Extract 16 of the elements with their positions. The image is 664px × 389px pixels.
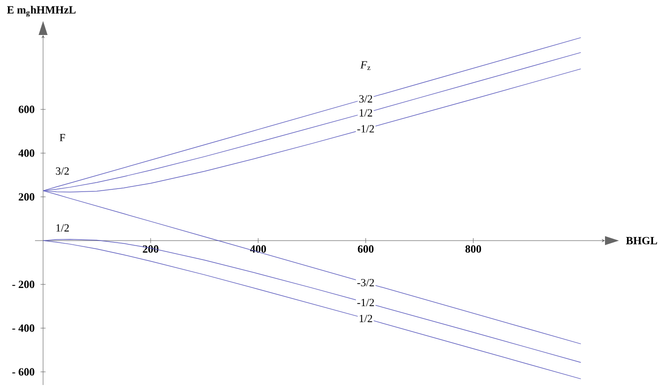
x-tick-label: 200 xyxy=(142,245,158,253)
x-tick-label: 800 xyxy=(465,245,482,253)
annotation: 1/2 xyxy=(56,224,69,232)
x-tick-label: 400 xyxy=(250,245,266,253)
y-tick-label: - 200 xyxy=(12,280,34,288)
y-tick-label: 400 xyxy=(18,149,34,157)
annotation: F xyxy=(60,134,66,142)
y-tick-label: 200 xyxy=(18,193,34,201)
y-tick-label: 600 xyxy=(18,106,34,114)
x-axis-title: BHGL xyxy=(626,236,658,244)
x-tick-label: 600 xyxy=(358,245,374,253)
y-axis-title: E m$_{g}$hHMHzL xyxy=(7,6,76,17)
y-tick-label: - 400 xyxy=(12,324,34,332)
y-tick-label: - 600 xyxy=(12,368,34,376)
legend-title: F$_{z}$ xyxy=(360,61,370,70)
annotation: 3/2 xyxy=(56,167,69,175)
